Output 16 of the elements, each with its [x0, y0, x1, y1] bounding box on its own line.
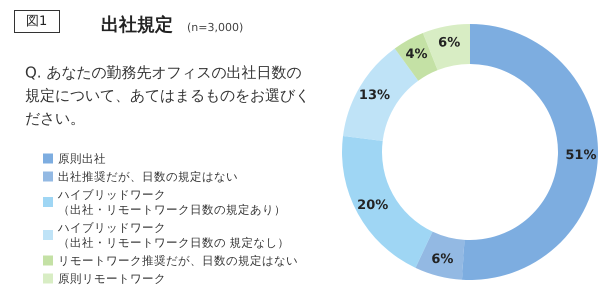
- legend-label: ハイブリッドワーク（出社・リモートワーク日数の 規定なし）: [57, 220, 290, 250]
- chart-title: 出社規定: [101, 14, 173, 36]
- data-label: 6%: [431, 252, 454, 268]
- legend-label: ハイブリッドワーク（出社・リモートワーク日数の規定あり）: [57, 188, 286, 216]
- caption: 図1: [26, 14, 48, 29]
- data-label: 4%: [405, 47, 428, 62]
- chart-subtitle: (n=3,000): [187, 21, 244, 34]
- data-label: 6%: [438, 35, 460, 50]
- data-label: 20%: [357, 198, 388, 213]
- legend-label: 原則出社: [58, 152, 106, 166]
- legend-label: リモートワーク推奨だが、日数の規定はない: [58, 254, 298, 268]
- data-label: 13%: [358, 88, 390, 103]
- legend-label: 原則リモートワーク: [58, 272, 166, 286]
- text: Q. あなたの勤務先オフィスの出社日数の規定について、あてはまるものをお選びください。: [25, 64, 310, 128]
- legend-label: 出社推奨だが、日数の規定はない: [58, 170, 238, 184]
- data-label: 51%: [565, 148, 597, 163]
